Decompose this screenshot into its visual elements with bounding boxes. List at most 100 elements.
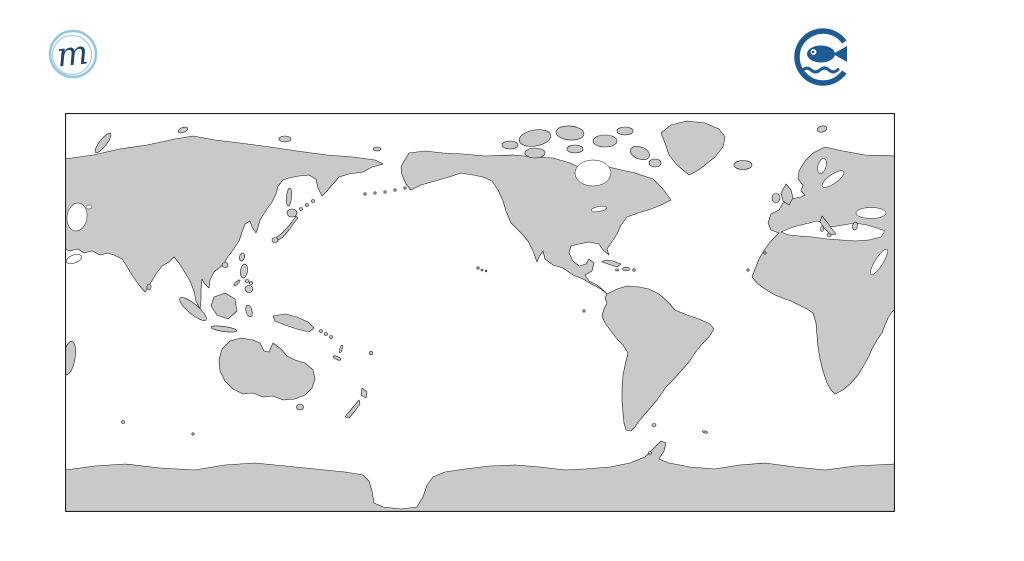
land-canary [763,251,767,255]
land-novaya-zemlya [94,133,112,153]
great-lakes [590,205,608,213]
land-new-guinea [272,313,315,333]
land-greenland [660,120,726,176]
red-sea [870,248,888,276]
land-wrangel-island [372,146,382,152]
land-layer [62,120,896,513]
land-arctic-island [555,125,585,141]
land-sumatra [179,297,207,321]
world-heatwave-map [62,112,896,513]
x-axis-labels [65,519,895,539]
land-sri-lanka [146,283,152,291]
aral-sea [85,204,93,210]
land-sicily [826,233,832,237]
land-hokkaido [286,208,298,218]
land-new-siberian-islands [278,135,292,143]
right-axis-ticks [895,113,899,512]
land-palawan [233,279,241,287]
land-svalbard [816,125,828,133]
land-australia [218,337,316,401]
persian-gulf [66,254,82,264]
gulf-of-bothnia [817,157,827,175]
land-baffin-island [630,146,650,160]
land-luzon [240,263,248,279]
category-colorbar [913,113,1023,512]
land-iceland [733,160,753,170]
baltic-sea [821,170,845,188]
land-aleutian [383,190,387,194]
hudson-bay [574,159,612,187]
land-solomon [329,335,333,339]
mercator-ocean-logo: m [44,26,109,84]
land-eurasia [64,135,384,310]
land-galapagos [582,309,586,313]
land-arctic-island [518,129,552,147]
land-ireland [771,193,781,203]
land-south-shetland [648,451,652,455]
map-panel [62,112,896,513]
land-hainan [221,262,229,268]
land-kyushu [271,237,279,243]
land-vanuatu [339,344,343,354]
black-sea [855,207,887,219]
land-borneo [210,292,238,320]
land-arctic-island [566,144,584,154]
land-uk [780,183,794,206]
land-arctic-island [592,134,618,148]
land-kuril [299,207,303,211]
land-aleutian [373,191,377,195]
land-kerguelen [121,420,125,424]
land-baffin-island [648,158,662,168]
land-java [210,325,238,333]
land-nz-south [344,399,361,419]
svg-text:m: m [55,32,90,74]
land-tasmania [296,403,304,411]
land-taiwan [239,252,245,262]
land-sardinia [820,226,824,232]
y-axis-labels [0,113,58,512]
land-europe-africa [751,146,896,395]
land-visayas [248,281,254,285]
land-aleutian [393,188,397,192]
land-greece [852,221,858,231]
mercator-ocean-logo-icon: m [48,29,98,79]
land-falklands [651,423,657,427]
land-kuril [305,203,309,207]
copernicus-logo-icon [794,28,847,86]
land-heard-island [191,432,195,436]
map-frame [64,112,896,513]
land-severnaya-zemlya [177,126,189,134]
land-mindanao [244,285,254,293]
land-italy [819,215,837,236]
land-fiji [368,350,374,356]
land-new-caledonia [333,355,341,361]
land-cuba [601,259,622,268]
land-hawaii [480,268,484,272]
land-cape-verde [746,268,750,272]
land-hawaii [484,269,488,273]
land-arctic-island [524,147,546,159]
y-axis-ticks [61,113,65,512]
copernicus-marine-logo [790,24,862,90]
land-arctic-island [616,126,634,136]
land-aleutian [363,192,367,196]
land-antarctica [64,440,896,513]
land-nz-north [360,387,368,399]
land-solomon [324,332,328,336]
land-south-georgia [702,430,708,434]
x-axis-ticks [65,512,895,517]
land-arctic-island [501,140,519,150]
land-puerto-rico [632,268,636,272]
land-sakhalin [286,187,292,207]
land-kuril [311,199,315,203]
land-hawaii [476,266,480,270]
land-solomon [319,329,323,333]
land-aleutian [403,186,407,190]
caspian-sea [66,202,88,232]
land-south-america [601,285,715,432]
land-jamaica [615,268,619,272]
land-sulawesi [245,304,253,318]
land-hispaniola [622,266,630,272]
land-visayas [244,279,250,283]
